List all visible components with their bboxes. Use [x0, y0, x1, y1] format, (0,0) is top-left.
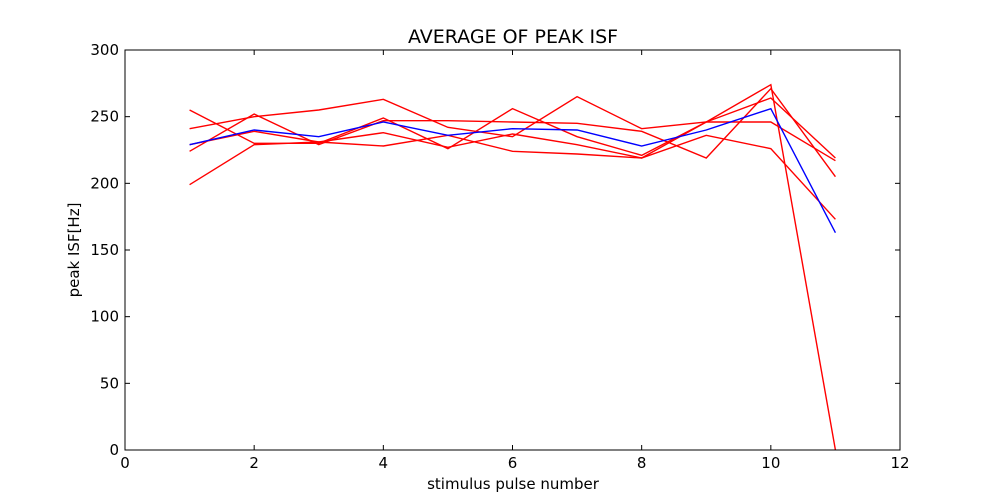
x-tick-label: 4 [379, 454, 389, 472]
x-tick-label: 2 [249, 454, 259, 472]
x-axis-label: stimulus pulse number [427, 475, 600, 493]
series-line-1 [189, 83, 837, 451]
series-line-6 [189, 107, 837, 233]
x-tick-label: 0 [120, 454, 130, 472]
x-tick-label: 10 [761, 454, 780, 472]
y-axis-label: peak ISF[Hz] [65, 203, 83, 298]
x-tick-label: 8 [637, 454, 647, 472]
tick-layer: 0 2 4 6 8 10 12 0 50 100 150 200 250 300 [90, 41, 909, 472]
chart-title: AVERAGE OF PEAK ISF [408, 26, 618, 48]
y-tick-label: 250 [90, 108, 119, 126]
series-line-4 [189, 134, 836, 220]
x-tick-label: 12 [890, 454, 909, 472]
y-tick-label: 150 [90, 241, 119, 259]
x-tick-label: 6 [508, 454, 518, 472]
series-line-2 [189, 95, 836, 159]
series-line-5 [189, 121, 836, 162]
y-tick-label: 100 [90, 308, 119, 326]
y-tick-label: 50 [100, 374, 119, 392]
y-tick-label: 300 [90, 41, 119, 59]
y-tick-label: 0 [109, 441, 119, 459]
series-layer [189, 83, 837, 451]
y-tick-label: 200 [90, 174, 119, 192]
